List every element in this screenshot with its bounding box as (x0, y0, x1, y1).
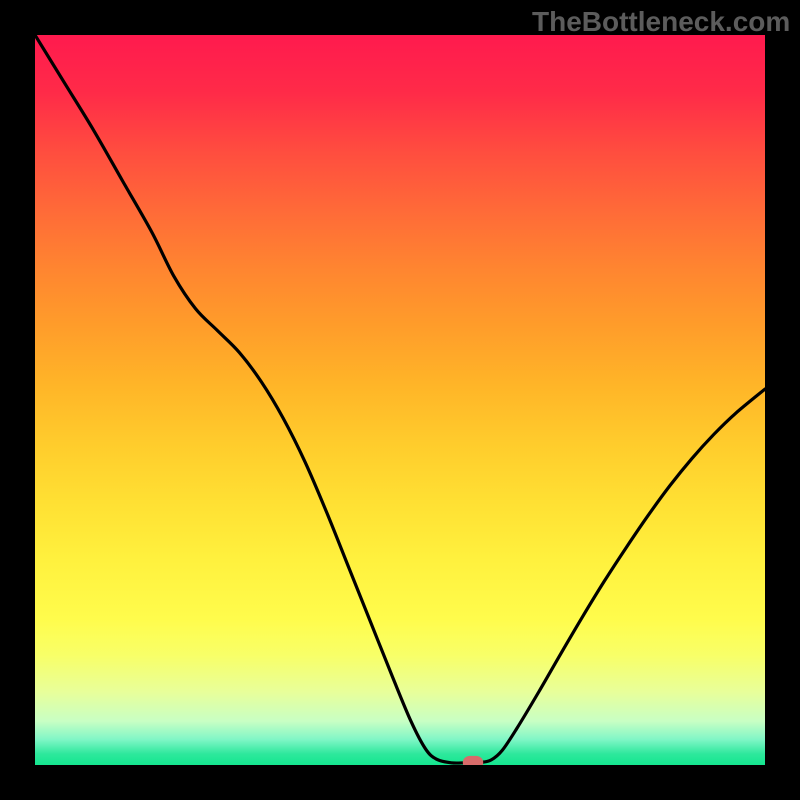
chart-container: TheBottleneck.com (0, 0, 800, 800)
plot-background (35, 35, 765, 765)
optimum-marker (463, 756, 483, 765)
watermark-text: TheBottleneck.com (532, 6, 790, 38)
bottleneck-curve-plot (35, 35, 765, 765)
